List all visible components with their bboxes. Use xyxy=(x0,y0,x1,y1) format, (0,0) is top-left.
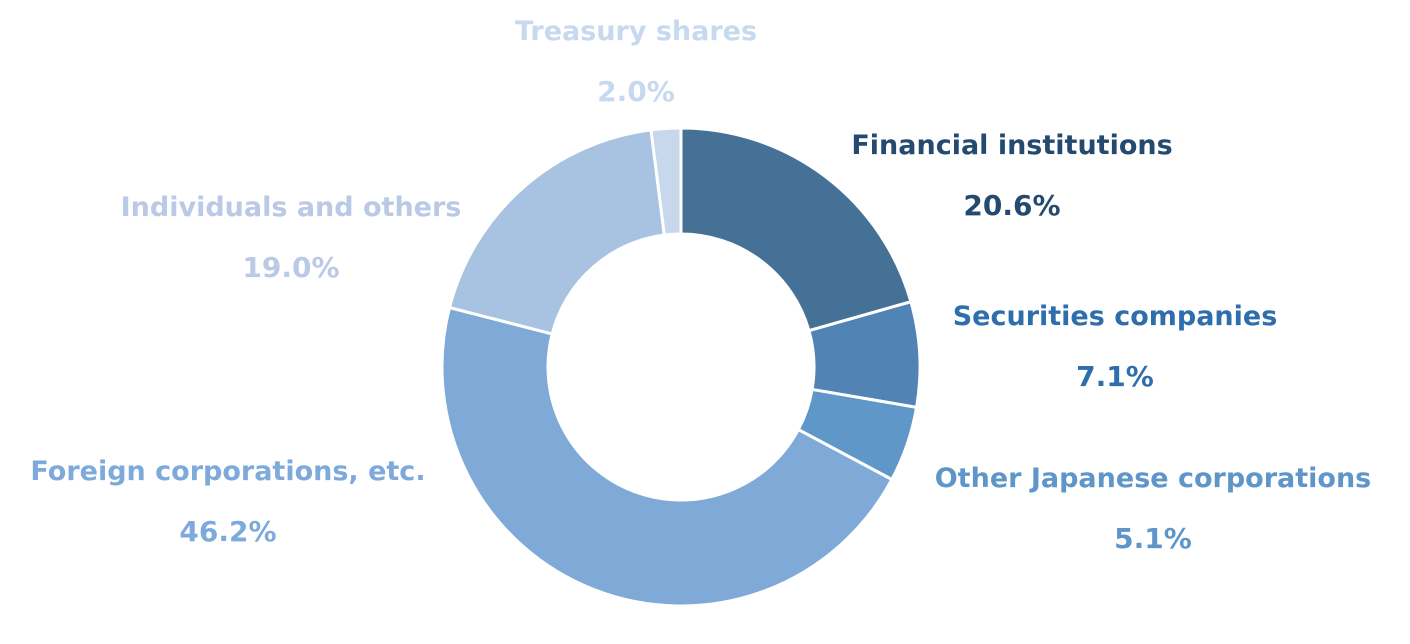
slice-name-individuals-and-others: Individuals and others xyxy=(120,192,462,223)
slice-value-other-japanese-corporations: 5.1% xyxy=(1114,522,1192,555)
label-other-japanese-corporations: Other Japanese corporations 5.1% xyxy=(935,463,1372,555)
slice-name-financial-institutions: Financial institutions xyxy=(851,130,1173,161)
label-financial-institutions: Financial institutions 20.6% xyxy=(851,130,1172,222)
slice-individuals-and-others xyxy=(447,128,667,336)
label-treasury-shares: Treasury shares 2.0% xyxy=(515,16,757,108)
slice-financial-institutions xyxy=(679,126,913,333)
slice-name-other-japanese-corporations: Other Japanese corporations xyxy=(934,463,1372,494)
label-securities-companies: Securities companies 7.1% xyxy=(953,301,1278,393)
slice-value-treasury-shares: 2.0% xyxy=(597,75,675,108)
slice-treasury-shares xyxy=(649,126,683,237)
slice-value-foreign-corporations: 46.2% xyxy=(179,515,277,548)
label-foreign-corporations: Foreign corporations, etc. 46.2% xyxy=(30,456,425,548)
slice-value-financial-institutions: 20.6% xyxy=(963,189,1061,222)
slice-name-foreign-corporations: Foreign corporations, etc. xyxy=(30,456,426,487)
slice-foreign-corporations xyxy=(440,305,894,608)
slice-name-treasury-shares: Treasury shares xyxy=(514,16,758,47)
slice-name-securities-companies: Securities companies xyxy=(952,301,1278,332)
label-individuals-and-others: Individuals and others 19.0% xyxy=(121,192,462,284)
slice-value-individuals-and-others: 19.0% xyxy=(242,251,340,284)
slice-value-securities-companies: 7.1% xyxy=(1076,360,1154,393)
